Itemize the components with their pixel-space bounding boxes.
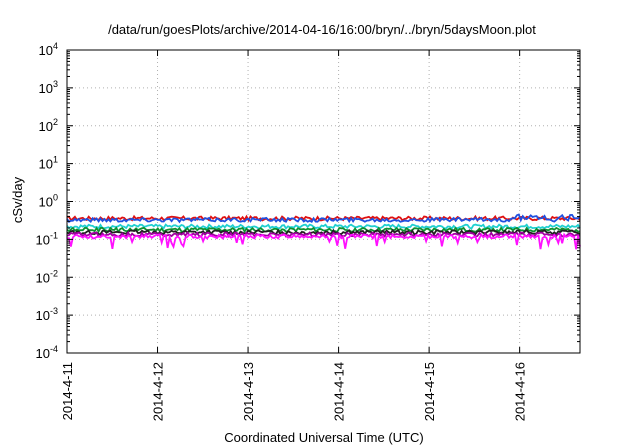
y-tick-label: 10-2 <box>36 268 58 285</box>
y-tick-label: 10-3 <box>36 306 58 323</box>
series-line <box>66 223 581 230</box>
x-axis: 2014-4-11 2014-4-12 2014-4-13 2014-4-14 2014… <box>60 50 528 421</box>
y-tick-label: 103 <box>39 79 58 96</box>
x-tick-label: 2014-4-15 <box>422 362 437 421</box>
y-axis: 104 103 102 101 100 10-1 10-2 10-3 10-4 <box>36 41 580 361</box>
y-axis-label: cSv/day <box>10 176 25 223</box>
x-axis-label: Coordinated Universal Time (UTC) <box>224 430 423 445</box>
x-tick-label: 2014-4-13 <box>241 362 256 421</box>
y-tick-label: 100 <box>39 193 58 210</box>
series-line <box>66 231 581 250</box>
series-line <box>66 213 581 224</box>
y-tick-label: 101 <box>39 155 58 172</box>
series-group <box>66 213 581 250</box>
series-line <box>66 214 581 223</box>
grid <box>67 50 580 353</box>
x-tick-label: 2014-4-14 <box>332 362 347 421</box>
x-tick-label: 2014-4-16 <box>513 362 528 421</box>
y-tick-label: 104 <box>39 41 58 58</box>
series-line <box>66 230 581 239</box>
y-tick-label: 10-1 <box>36 230 58 247</box>
x-tick-label: 2014-4-12 <box>151 362 166 421</box>
y-tick-label: 10-4 <box>36 344 58 361</box>
y-tick-label: 102 <box>39 117 58 134</box>
x-tick-label: 2014-4-11 <box>60 362 75 420</box>
chart-title: /data/run/goesPlots/archive/2014-04-16/1… <box>108 22 536 37</box>
